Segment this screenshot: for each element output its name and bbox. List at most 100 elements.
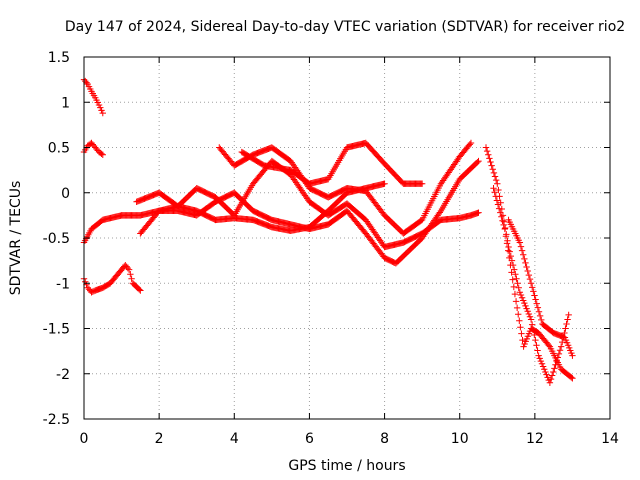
data-point — [569, 352, 576, 359]
data-point — [494, 180, 501, 187]
y-tick-label: -1 — [56, 276, 70, 292]
data-point — [467, 139, 475, 147]
data-point — [545, 342, 552, 349]
data-point — [551, 365, 558, 372]
data-point — [562, 325, 569, 332]
data-point — [521, 255, 528, 263]
data-point — [527, 280, 535, 287]
data-point — [520, 297, 527, 304]
data-point — [513, 304, 521, 312]
series-arc-i — [482, 144, 572, 386]
series-arc-f — [137, 157, 482, 267]
data-point — [495, 186, 502, 194]
x-tick-label: 8 — [380, 431, 389, 447]
data-point — [522, 302, 529, 310]
data-point — [517, 291, 525, 299]
data-point — [523, 263, 530, 271]
y-tick-label: -1.5 — [43, 322, 70, 338]
x-axis-title: GPS time / hours — [288, 458, 405, 474]
data-point — [474, 158, 481, 166]
x-tick-label: 10 — [451, 431, 469, 447]
data-point — [556, 347, 564, 354]
data-point — [504, 247, 512, 254]
data-point — [493, 197, 501, 204]
data-point — [529, 284, 536, 291]
data-point — [490, 169, 498, 177]
data-point — [82, 278, 89, 285]
data-point — [527, 316, 535, 323]
data-point — [97, 104, 104, 111]
series-arc-d — [80, 180, 388, 246]
y-tick-label: 0.5 — [48, 141, 70, 157]
series-arc-c — [80, 261, 144, 296]
data-point — [536, 312, 544, 320]
data-point — [541, 366, 548, 373]
data-point — [494, 201, 502, 208]
data-point — [534, 347, 541, 354]
data-point — [510, 283, 518, 291]
data-point — [555, 350, 563, 358]
data-point — [543, 371, 550, 378]
data-point — [509, 276, 516, 283]
data-point — [518, 294, 526, 301]
data-point — [506, 254, 513, 262]
x-tick-label: 2 — [155, 431, 164, 447]
data-point — [522, 259, 529, 267]
data-point — [98, 107, 105, 114]
data-point — [519, 336, 526, 344]
data-point — [503, 240, 511, 247]
data-point — [559, 338, 566, 346]
data-point — [533, 300, 540, 307]
data-point — [475, 209, 482, 216]
data-point — [550, 368, 557, 376]
data-point — [524, 267, 531, 275]
y-tick-label: -0.5 — [43, 231, 70, 247]
data-point — [499, 217, 506, 225]
plot-frame — [83, 56, 611, 420]
data-point — [512, 298, 520, 305]
data-point — [518, 247, 526, 254]
data-point — [531, 292, 538, 299]
data-point — [536, 355, 543, 362]
data-point — [526, 275, 534, 283]
data-point — [516, 289, 524, 296]
data-point — [517, 324, 524, 331]
data-point — [532, 336, 539, 344]
x-tick-label: 6 — [305, 431, 314, 447]
data-point — [515, 311, 522, 318]
data-point — [563, 320, 570, 328]
data-point — [98, 150, 105, 158]
series-arc-b — [80, 139, 106, 158]
series-arc-j — [490, 185, 576, 382]
data-point — [485, 151, 492, 158]
series-arc-k — [505, 216, 576, 359]
data-point — [489, 166, 496, 173]
data-point — [512, 271, 519, 278]
data-point — [511, 290, 519, 298]
data-point — [381, 180, 388, 187]
data-point — [525, 310, 533, 318]
data-point — [526, 313, 534, 320]
data-point — [533, 342, 540, 349]
data-point — [508, 269, 515, 276]
data-point — [538, 360, 546, 367]
data-point — [520, 251, 527, 258]
data-point — [523, 305, 530, 312]
data-point — [515, 284, 522, 291]
y-tick-label: 1.5 — [48, 50, 70, 66]
data-point — [548, 372, 556, 379]
data-point — [482, 144, 490, 151]
chart-title: Day 147 of 2024, Sidereal Day-to-day VTE… — [65, 19, 625, 35]
data-point — [436, 209, 444, 216]
data-point — [546, 379, 554, 386]
x-tick-label: 4 — [230, 431, 239, 447]
data-point — [569, 375, 576, 382]
data-point — [564, 316, 571, 323]
data-point — [518, 330, 525, 337]
data-point — [486, 155, 493, 162]
series-arc-e — [133, 157, 482, 251]
data-point — [521, 299, 528, 307]
y-axis-title: SDTVAR / TECUs — [8, 181, 24, 296]
data-point — [513, 275, 520, 282]
data-point — [492, 176, 500, 184]
